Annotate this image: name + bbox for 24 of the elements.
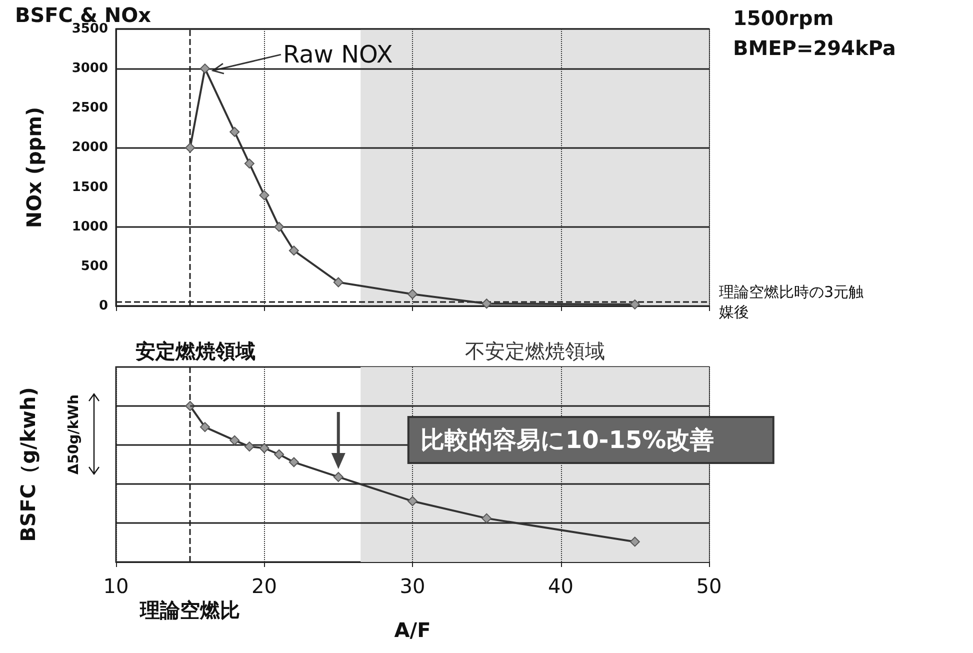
y-tick-label: 2500: [72, 100, 108, 116]
text: 1500rpm: [733, 6, 834, 30]
band-label: 不安定燃焼領域: [464, 339, 605, 363]
ref-line-label: 理論空燃比時の3元触媒後: [719, 283, 864, 322]
y-tick-label: 0: [98, 298, 108, 314]
y-tick-label: 500: [80, 258, 108, 274]
y-axis-title: BSFC（g/kwh): [16, 387, 40, 542]
y-tick-label: 2000: [72, 140, 108, 156]
text: BMEP=294kPa: [733, 36, 896, 60]
x-tick-label: 50: [696, 574, 722, 598]
annotation: 比較的容易に10-15%改善: [420, 426, 714, 454]
x-tick-label: 10: [103, 574, 129, 598]
x-tick-label: 30: [400, 574, 426, 598]
x-tick-label: 20: [252, 574, 277, 598]
y-tick-label: 1000: [72, 219, 108, 234]
x-axis-title: A/F: [394, 618, 431, 642]
annotation: Raw NOX: [282, 40, 393, 69]
y-tick-label: 1500: [72, 180, 108, 195]
text: Δ50g/kWh: [66, 394, 82, 475]
y-tick-label: 3000: [72, 61, 108, 76]
y-axis-title: NOx (ppm): [22, 106, 46, 228]
ref-line-label: 理論空燃比: [139, 598, 240, 622]
text: 安定燃焼領域: [135, 339, 256, 363]
x-tick-label: 40: [548, 574, 574, 598]
